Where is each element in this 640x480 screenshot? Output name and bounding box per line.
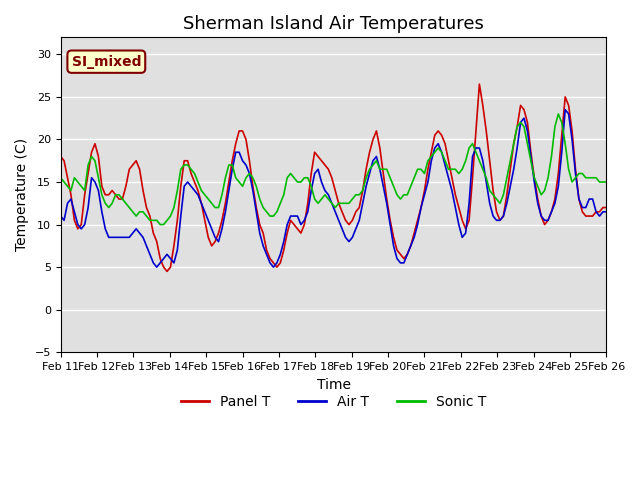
- Air T: [362, 183, 370, 189]
- Panel T: [582, 213, 589, 219]
- Air T: [170, 260, 178, 266]
- Panel T: [476, 81, 483, 87]
- Line: Sonic T: Sonic T: [61, 114, 606, 225]
- Air T: [602, 209, 610, 215]
- Air T: [582, 204, 589, 210]
- Sonic T: [554, 111, 562, 117]
- Air T: [153, 264, 161, 270]
- Air T: [506, 183, 514, 189]
- Panel T: [602, 204, 610, 210]
- Sonic T: [170, 204, 178, 210]
- Air T: [561, 107, 569, 112]
- Panel T: [57, 154, 65, 159]
- Sonic T: [506, 158, 514, 164]
- Text: SI_mixed: SI_mixed: [72, 55, 141, 69]
- Sonic T: [414, 167, 422, 172]
- Panel T: [414, 217, 422, 223]
- Panel T: [163, 268, 171, 274]
- Sonic T: [602, 179, 610, 185]
- Legend: Panel T, Air T, Sonic T: Panel T, Air T, Sonic T: [175, 389, 492, 415]
- Sonic T: [156, 222, 164, 228]
- Air T: [214, 239, 222, 244]
- Sonic T: [57, 175, 65, 180]
- Line: Air T: Air T: [61, 109, 606, 267]
- Title: Sherman Island Air Temperatures: Sherman Island Air Temperatures: [183, 15, 484, 33]
- Panel T: [510, 141, 518, 146]
- Panel T: [214, 230, 222, 236]
- Panel T: [170, 243, 178, 249]
- Panel T: [362, 167, 370, 172]
- Line: Panel T: Panel T: [61, 84, 606, 271]
- Air T: [57, 213, 65, 219]
- Y-axis label: Temperature (C): Temperature (C): [15, 138, 29, 252]
- Sonic T: [362, 175, 370, 180]
- X-axis label: Time: Time: [317, 377, 351, 392]
- Air T: [414, 222, 422, 228]
- Sonic T: [214, 204, 222, 210]
- Sonic T: [582, 175, 589, 180]
